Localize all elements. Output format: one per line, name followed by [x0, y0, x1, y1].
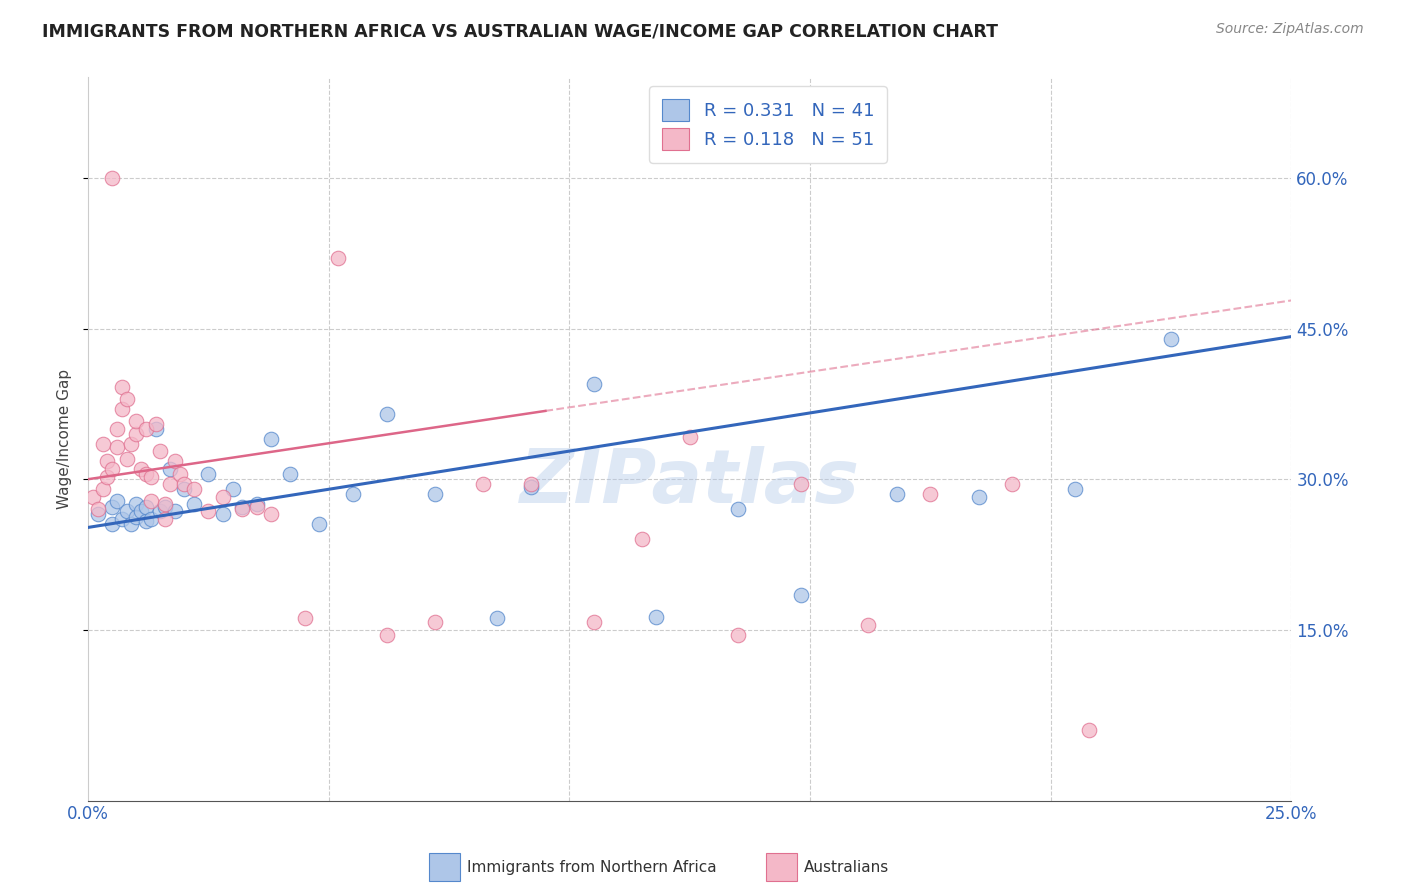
Point	[149, 444, 172, 458]
Point	[115, 504, 138, 518]
Point	[920, 487, 942, 501]
Point	[520, 480, 543, 494]
Text: Immigrants from Northern Africa: Immigrants from Northern Africa	[467, 860, 717, 874]
Point	[153, 497, 176, 511]
Point	[101, 517, 124, 532]
Point	[197, 467, 219, 482]
Point	[231, 502, 253, 516]
Point	[246, 497, 269, 511]
Point	[520, 477, 543, 491]
Point	[1001, 477, 1024, 491]
Point	[121, 517, 143, 532]
Point	[278, 467, 301, 482]
Point	[101, 462, 124, 476]
Point	[153, 512, 176, 526]
Text: IMMIGRANTS FROM NORTHERN AFRICA VS AUSTRALIAN WAGE/INCOME GAP CORRELATION CHART: IMMIGRANTS FROM NORTHERN AFRICA VS AUSTR…	[42, 22, 998, 40]
Point	[121, 437, 143, 451]
Point	[183, 482, 205, 496]
Point	[115, 392, 138, 406]
Point	[1078, 723, 1101, 738]
Point	[129, 504, 152, 518]
Point	[789, 588, 811, 602]
Point	[183, 497, 205, 511]
Point	[328, 252, 350, 266]
Point	[260, 432, 283, 446]
Point	[135, 467, 157, 482]
Point	[375, 407, 398, 421]
Point	[145, 417, 167, 431]
Point	[87, 502, 110, 516]
Point	[856, 618, 879, 632]
Point	[342, 487, 364, 501]
Text: Source: ZipAtlas.com: Source: ZipAtlas.com	[1216, 22, 1364, 37]
Point	[111, 512, 134, 526]
Point	[135, 422, 157, 436]
Point	[173, 477, 195, 491]
Point	[231, 500, 253, 515]
Point	[139, 512, 162, 526]
Point	[246, 500, 269, 515]
Point	[173, 482, 195, 496]
Point	[135, 500, 157, 515]
Point	[139, 470, 162, 484]
Point	[679, 430, 702, 444]
Point	[645, 609, 668, 624]
Point	[105, 494, 128, 508]
Point	[101, 500, 124, 515]
Point	[115, 452, 138, 467]
Point	[886, 487, 908, 501]
Point	[96, 470, 118, 484]
Point	[582, 615, 605, 629]
Point	[260, 508, 283, 522]
Text: ZIPatlas: ZIPatlas	[520, 446, 860, 519]
Point	[169, 467, 191, 482]
Point	[105, 422, 128, 436]
Legend: R = 0.331   N = 41, R = 0.118   N = 51: R = 0.331 N = 41, R = 0.118 N = 51	[650, 87, 887, 163]
Point	[159, 477, 181, 491]
Point	[87, 508, 110, 522]
Point	[1063, 482, 1085, 496]
Point	[423, 615, 446, 629]
Point	[308, 517, 330, 532]
Point	[423, 487, 446, 501]
Point	[789, 477, 811, 491]
Point	[125, 414, 148, 428]
Point	[125, 427, 148, 442]
Point	[101, 170, 124, 185]
Point	[96, 454, 118, 468]
Point	[727, 628, 749, 642]
Y-axis label: Wage/Income Gap: Wage/Income Gap	[58, 369, 72, 509]
Point	[111, 401, 134, 416]
Point	[91, 482, 114, 496]
Point	[159, 462, 181, 476]
Point	[125, 497, 148, 511]
Point	[111, 380, 134, 394]
Point	[582, 376, 605, 391]
Point	[105, 440, 128, 454]
Point	[139, 494, 162, 508]
Text: Australians: Australians	[804, 860, 890, 874]
Point	[163, 504, 186, 518]
Point	[153, 500, 176, 515]
Point	[145, 422, 167, 436]
Point	[91, 437, 114, 451]
Point	[630, 533, 652, 547]
Point	[1160, 332, 1182, 346]
Point	[967, 490, 990, 504]
Point	[221, 482, 243, 496]
Point	[727, 502, 749, 516]
Point	[486, 611, 509, 625]
Point	[125, 510, 148, 524]
Point	[294, 611, 316, 625]
Point	[149, 504, 172, 518]
Point	[212, 490, 235, 504]
Point	[471, 477, 494, 491]
Point	[197, 504, 219, 518]
Point	[163, 454, 186, 468]
Point	[82, 490, 104, 504]
Point	[135, 515, 157, 529]
Point	[375, 628, 398, 642]
Point	[129, 462, 152, 476]
Point	[212, 508, 235, 522]
